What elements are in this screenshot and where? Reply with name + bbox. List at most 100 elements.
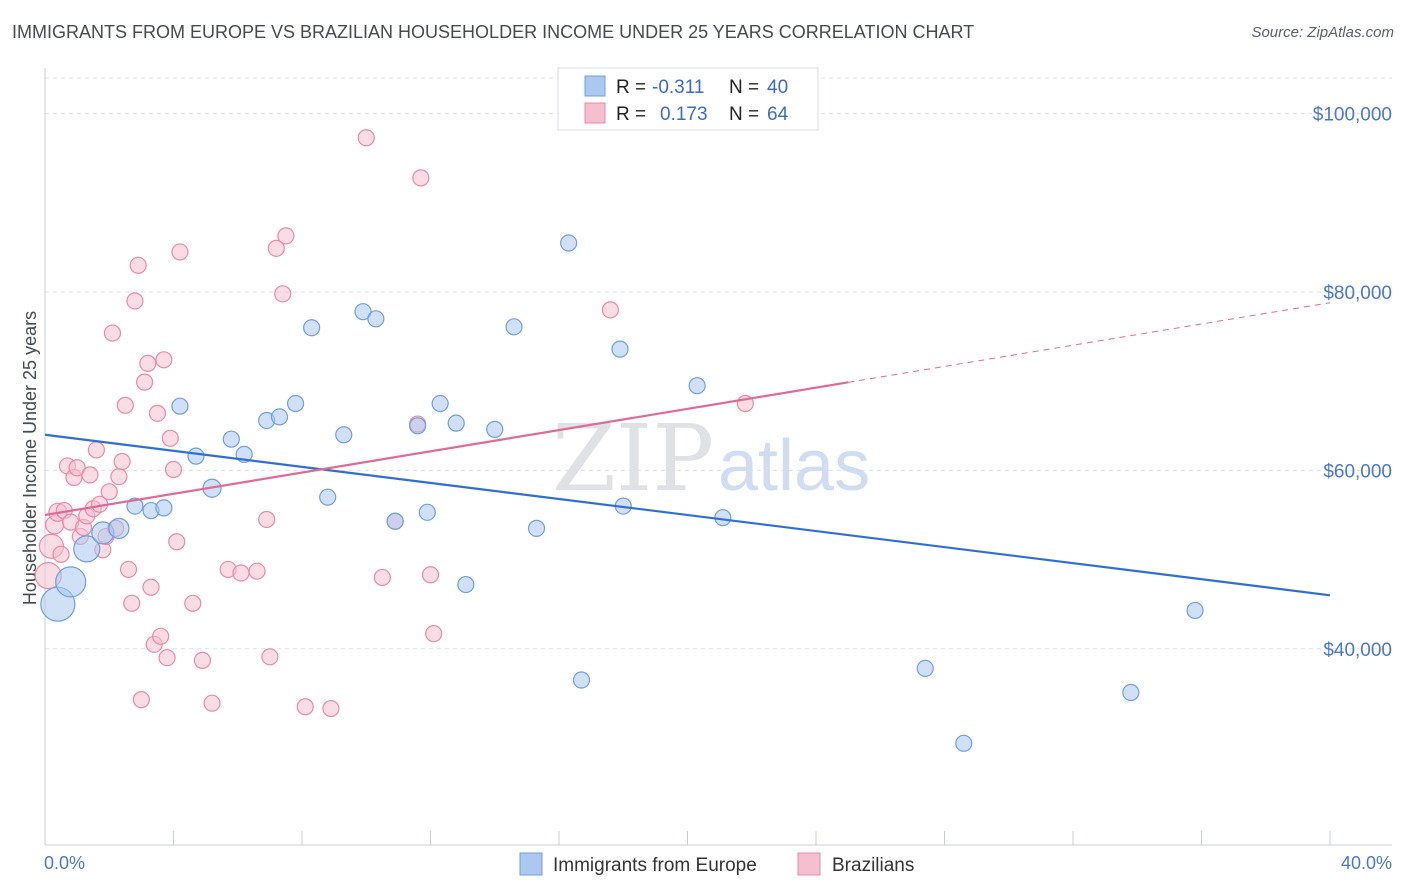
europe-point-11 bbox=[222, 430, 240, 448]
brazilians-point-48 bbox=[258, 510, 276, 529]
brazilians-point-30 bbox=[135, 373, 154, 391]
legend-r-label-brazilians: R = bbox=[616, 104, 646, 125]
y-tick-label-3: $100,000 bbox=[1313, 105, 1392, 126]
brazilians-point-27 bbox=[126, 292, 144, 310]
europe-point-31 bbox=[572, 671, 591, 689]
y-tick-labels: $40,000 $60,000 $80,000 $100,000 bbox=[1313, 105, 1392, 661]
brazilians-point-47 bbox=[248, 562, 266, 580]
europe-point-14 bbox=[270, 408, 289, 426]
y-tick-label-1: $60,000 bbox=[1323, 461, 1392, 482]
x-tick-labels: 0.0% 40.0% bbox=[44, 853, 1392, 873]
brazilians-point-22 bbox=[110, 468, 128, 486]
europe-point-7 bbox=[155, 499, 173, 517]
watermark: ZIP atlas bbox=[552, 405, 870, 512]
brazilians-point-42 bbox=[184, 594, 202, 612]
legend-r-value-europe: -0.311 bbox=[652, 77, 704, 98]
brazilians-point-34 bbox=[148, 404, 167, 422]
brazilians-points bbox=[34, 129, 754, 718]
brazilians-point-23 bbox=[113, 452, 131, 471]
europe-point-36 bbox=[916, 659, 934, 678]
brazilians-point-41 bbox=[171, 243, 189, 261]
europe-point-28 bbox=[505, 318, 523, 336]
europe-point-29 bbox=[527, 519, 546, 537]
brazilians-point-60 bbox=[425, 625, 443, 643]
brazilians-point-35 bbox=[152, 627, 170, 645]
europe-point-1 bbox=[55, 566, 87, 598]
legend-box: R = -0.311 N = 40 R = 0.173 N = 64 bbox=[557, 67, 819, 131]
x-tick-label-1: 40.0% bbox=[1341, 853, 1392, 873]
brazilians-point-26 bbox=[123, 594, 141, 612]
brazilians-point-59 bbox=[421, 566, 440, 584]
brazilians-point-4 bbox=[52, 545, 70, 563]
y-tick-label-0: $40,000 bbox=[1323, 640, 1392, 661]
chart-title: IMMIGRANTS FROM EUROPE VS BRAZILIAN HOUS… bbox=[12, 22, 975, 42]
europe-point-16 bbox=[303, 319, 321, 337]
bottom-legend-label-europe: Immigrants from Europe bbox=[553, 855, 757, 876]
legend-n-value-brazilians: 64 bbox=[767, 104, 789, 125]
watermark-atlas: atlas bbox=[718, 426, 870, 506]
legend-swatch-brazilians bbox=[584, 102, 606, 124]
bottom-legend-label-brazilians: Brazilians bbox=[832, 855, 914, 876]
y-tick-label-2: $80,000 bbox=[1323, 283, 1392, 304]
legend-n-label-europe: N = bbox=[729, 77, 759, 98]
europe-point-32 bbox=[611, 340, 629, 358]
europe-point-21 bbox=[386, 512, 404, 530]
brazilians-point-55 bbox=[357, 129, 375, 147]
europe-point-15 bbox=[286, 394, 305, 413]
x-tick-label-0: 0.0% bbox=[44, 853, 85, 873]
bottom-legend: Immigrants from Europe Brazilians bbox=[519, 852, 914, 876]
brazilians-point-37 bbox=[158, 649, 176, 667]
europe-point-27 bbox=[486, 420, 504, 438]
brazilians-point-24 bbox=[116, 396, 134, 414]
brazilians-point-39 bbox=[164, 460, 183, 479]
brazilians-point-29 bbox=[132, 691, 150, 709]
brazilians-point-15 bbox=[87, 441, 106, 459]
brazilians-point-20 bbox=[103, 324, 122, 342]
europe-trend-line bbox=[44, 433, 1331, 597]
europe-point-22 bbox=[409, 417, 427, 435]
brazilians-point-28 bbox=[129, 256, 147, 274]
europe-point-8 bbox=[171, 397, 189, 415]
europe-point-23 bbox=[418, 503, 436, 521]
y-axis-label: Householder Income Under 25 years bbox=[20, 311, 40, 605]
legend-r-value-brazilians: 0.173 bbox=[660, 104, 708, 125]
europe-point-25 bbox=[447, 414, 465, 432]
europe-point-4 bbox=[108, 517, 130, 539]
europe-point-19 bbox=[354, 303, 372, 321]
europe-point-34 bbox=[688, 377, 706, 395]
legend-swatch-europe bbox=[584, 75, 606, 97]
brazilians-point-53 bbox=[296, 698, 314, 716]
brazilians-point-36 bbox=[155, 351, 173, 369]
brazilians-point-46 bbox=[232, 564, 250, 582]
watermark-zip: ZIP bbox=[552, 405, 714, 512]
europe-point-26 bbox=[457, 575, 475, 594]
bottom-legend-swatch-brazilians bbox=[797, 852, 821, 876]
europe-point-37 bbox=[955, 734, 973, 752]
europe-point-24 bbox=[431, 394, 449, 413]
brazilians-point-52 bbox=[277, 227, 295, 245]
legend-r-label-europe: R = bbox=[616, 77, 646, 98]
europe-point-17 bbox=[319, 488, 337, 506]
brazilians-point-19 bbox=[100, 483, 118, 501]
brazilians-point-50 bbox=[267, 239, 285, 257]
europe-point-5 bbox=[126, 497, 144, 515]
brazilians-point-49 bbox=[261, 648, 279, 666]
brazilians-point-44 bbox=[203, 694, 221, 712]
bottom-legend-swatch-europe bbox=[519, 852, 543, 876]
europe-point-20 bbox=[367, 310, 385, 328]
trend-lines bbox=[44, 302, 1331, 597]
legend-n-label-brazilians: N = bbox=[729, 104, 759, 125]
legend-n-value-europe: 40 bbox=[767, 77, 788, 98]
brazilians-trend-line bbox=[44, 381, 849, 517]
brazilians-point-51 bbox=[274, 285, 292, 303]
brazilians-point-61 bbox=[412, 169, 430, 187]
brazilians-point-9 bbox=[68, 459, 86, 477]
europe-point-30 bbox=[560, 234, 578, 252]
europe-point-39 bbox=[1186, 601, 1204, 620]
brazilians-point-25 bbox=[119, 560, 138, 579]
source-label: Source: ZipAtlas.com bbox=[1251, 24, 1394, 41]
brazilians-point-32 bbox=[142, 578, 160, 596]
grid-lines bbox=[45, 77, 1392, 650]
europe-point-2 bbox=[73, 535, 101, 563]
